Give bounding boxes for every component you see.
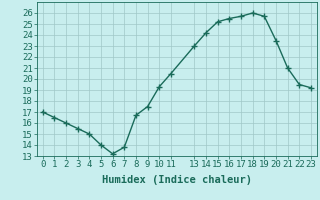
X-axis label: Humidex (Indice chaleur): Humidex (Indice chaleur) xyxy=(102,175,252,185)
